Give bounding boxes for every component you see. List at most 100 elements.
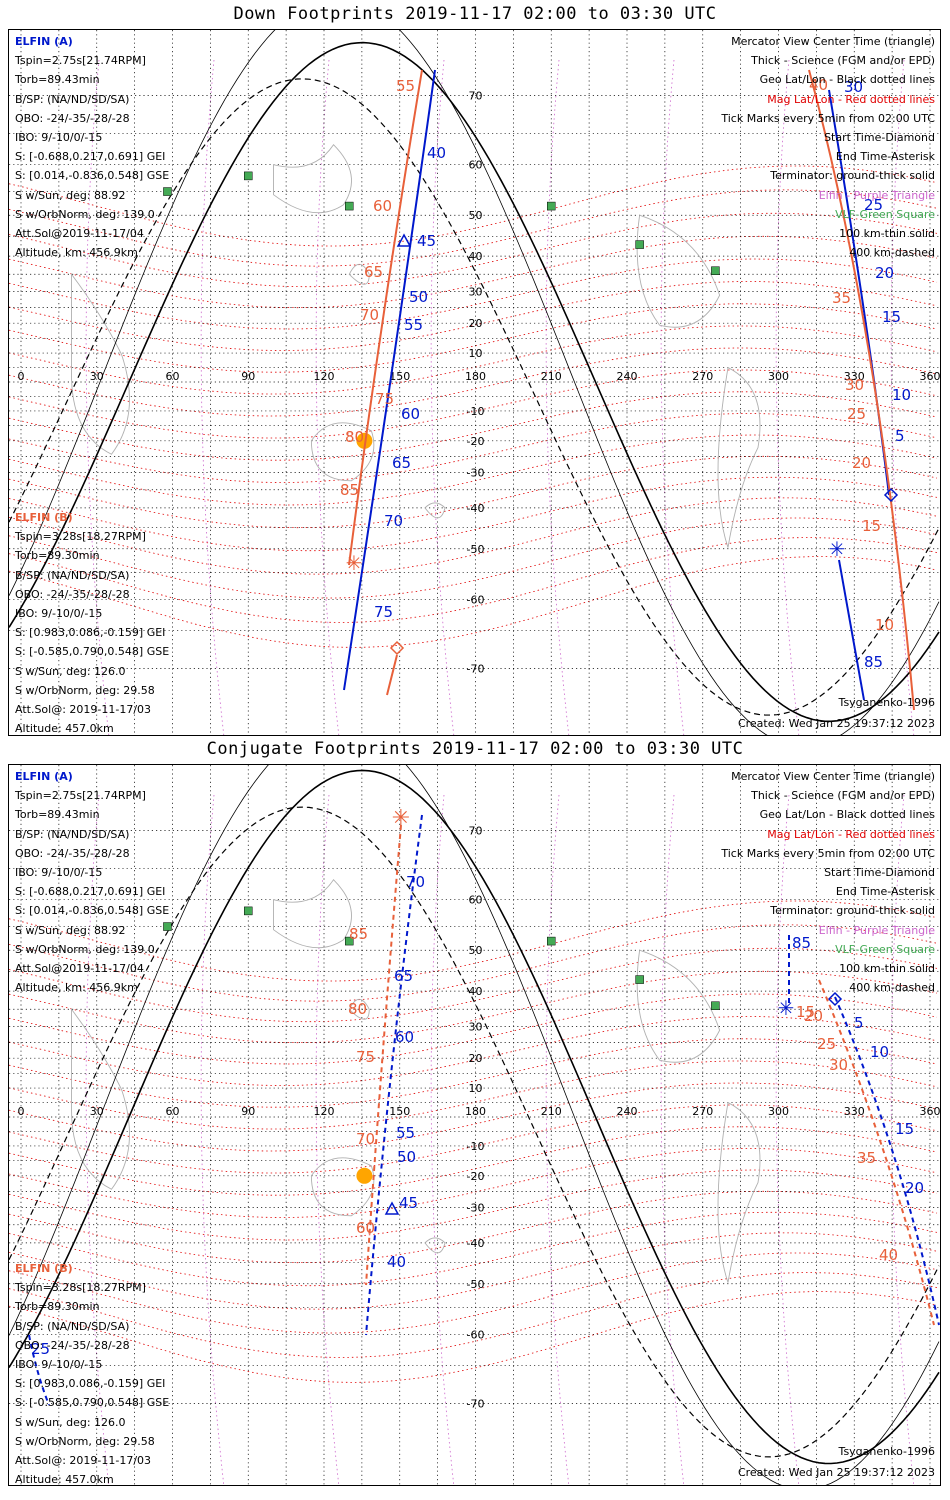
info-line: IBO: 9/-10/0/-15 [15,131,103,145]
elfin-b-tick-label: 85 [349,925,368,943]
lon-tick-label: 0 [18,1105,25,1118]
info-line: Tspin=3.28s[18.27RPM] [15,530,146,544]
elfin-a-tick-label: 60 [395,1028,414,1046]
elfin-a-tick-label: 30 [844,78,863,96]
legend-item: 400 km-dashed [849,246,935,260]
lat-tick-label: 60 [469,894,483,907]
lon-tick-label: 270 [692,1105,713,1118]
elfin-b-info-block: ELFIN (B) Tspin=3.28s[18.27RPM] Torb=89.30… [15,508,169,736]
elfin-a-footprint-line [365,814,423,1336]
info-line: S: [-0.688,0.217,0.691] GEI [15,885,166,899]
info-line: Altitude: 457.0km [15,722,114,736]
terminator-ground [9,41,940,723]
vlf-station-marker [345,201,354,211]
elfin-a-tick-label: 85 [864,653,883,671]
elfin-a-footprint-line [28,1334,50,1406]
info-line: OBO: -24/-35/-28/-28 [15,1338,130,1352]
coastline [348,263,370,285]
elfin-b-tick-label: 55 [396,77,415,95]
legend-item: End Time-Asterisk [835,150,935,164]
lon-tick-label: 150 [389,1105,410,1118]
elfin-b-tick-label: 60 [373,197,392,215]
lat-tick-label: 30 [469,1020,483,1033]
elfin-a-tick-label: 75 [374,603,393,621]
lon-tick-label: 240 [617,370,638,383]
coastline [636,214,721,328]
elfin-b-tick-label: 15 [862,517,881,535]
legend-item: Start Time-Diamond [824,131,935,145]
terminator-400km [9,806,940,1458]
mag-lat-line [9,391,938,461]
vlf-station-marker [163,187,172,196]
mag-lat-line [9,1252,938,1334]
info-line: B/SP: (NA/ND/SD/SA) [15,827,130,841]
panel-title-conjugate: Conjugate Footprints 2019-11-17 02:00 to… [206,739,744,759]
mag-lat-line [9,537,938,623]
coastline [310,422,375,482]
elfin-a-tick-label: 50 [409,288,428,306]
info-line: Torb=89.30min [15,1300,100,1314]
model-label: Tsyganenko-1996 [838,696,935,709]
lat-tick-label: 60 [469,159,483,172]
elfin-b-tick-label: 10 [875,616,894,634]
mag-lat-line [9,165,938,247]
info-line: OBO: -24/-35/-28/-28 [15,587,130,601]
terminator-100km [9,30,940,735]
lon-tick-label: 180 [465,370,486,383]
lon-tick-label: 330 [844,1105,865,1118]
elfin-b-info-block: ELFIN (B) Tspin=3.28s[18.27RPM] Torb=89.30… [15,1259,169,1485]
lon-tick-label: 30 [90,1105,104,1118]
elfin-b-track [348,69,915,711]
info-line: B/SP: (NA/ND/SD/SA) [15,568,130,582]
panel-title-down: Down Footprints 2019-11-17 02:00 to 03:3… [233,4,717,24]
elfin-a-center-triangle [384,1201,400,1215]
info-line: Tspin=2.75s[21.74RPM] [15,789,146,803]
elfin-b-start-diamond [389,640,405,656]
elfin-a-tick-label: 5 [895,427,905,445]
elfin-b-footprint-line [818,979,935,1326]
vlf-station-marker [547,201,556,211]
elfin-a-tick-label: 65 [392,454,411,472]
coastline [717,1101,761,1283]
legend-item: Thick - Science (FGM and/or EPD) [751,789,935,803]
mag-lon-line [660,794,685,1485]
info-line: B/SP: (NA/ND/SD/SA) [15,92,130,106]
elfin-a-tick-label: 65 [394,967,413,985]
map-panel-conjugate: 0 30 60 90 120 150 180 210 240 270 300 330 360 70 60 50… [8,764,941,1486]
elfin-a-tick-label: 55 [404,316,423,334]
mag-lat-line [9,947,938,1023]
elfin-a-info-block: ELFIN (A) Tspin=2.75s[21.74RPM] Torb=89.43… [15,767,169,997]
vlf-station-marker [345,936,354,946]
lat-tick-label: 40 [469,985,483,998]
info-line: IBO: 9/-10/0/-15 [15,1358,103,1372]
mag-lat-line [9,212,938,288]
elfin-b-tick-label: 35 [832,289,851,307]
elfin-b-tick-label: 40 [809,76,828,94]
mag-lon-line [545,59,570,735]
elfin-a-end-asterisk: ✳ [778,996,795,1020]
elfin-a-track [28,814,940,1406]
vlf-station-marker [711,266,720,275]
mag-lon-line [85,794,110,1485]
elfin-a-tick-label: 15 [895,1120,914,1138]
elfin-a-tick-label: 45 [417,232,436,250]
elfin-b-tick-label: 25 [817,1035,836,1053]
legend-item: Tick Marks every 5min from 02:00 UTC [721,111,935,125]
lat-tick-label: -50 [467,1278,485,1291]
coastline [71,272,130,455]
elfin-a-end-asterisk: ✳ [829,537,846,561]
elfin-a-center-triangle [396,233,412,247]
info-line: S w/Sun, deg: 88.92 [15,923,126,937]
lat-tick-label: 20 [469,1052,483,1065]
elfin-a-tick-label: 55 [396,1124,415,1142]
elfin-a-tick-label: 45 [399,1194,418,1212]
lon-tick-label: 150 [389,370,410,383]
legend-block: Mercator View Center Time (triangle) Thic… [721,32,935,262]
info-line: Tspin=3.28s[18.27RPM] [15,1281,146,1295]
elfin-b-tick-label: 15 [796,1003,815,1021]
elfin-b-tick-label: 60 [356,1219,375,1237]
terminator-100km [9,765,940,1485]
lon-tick-label: 360 [920,1105,941,1118]
mag-lat-line [9,476,938,552]
lon-tick-label: 30 [90,370,104,383]
